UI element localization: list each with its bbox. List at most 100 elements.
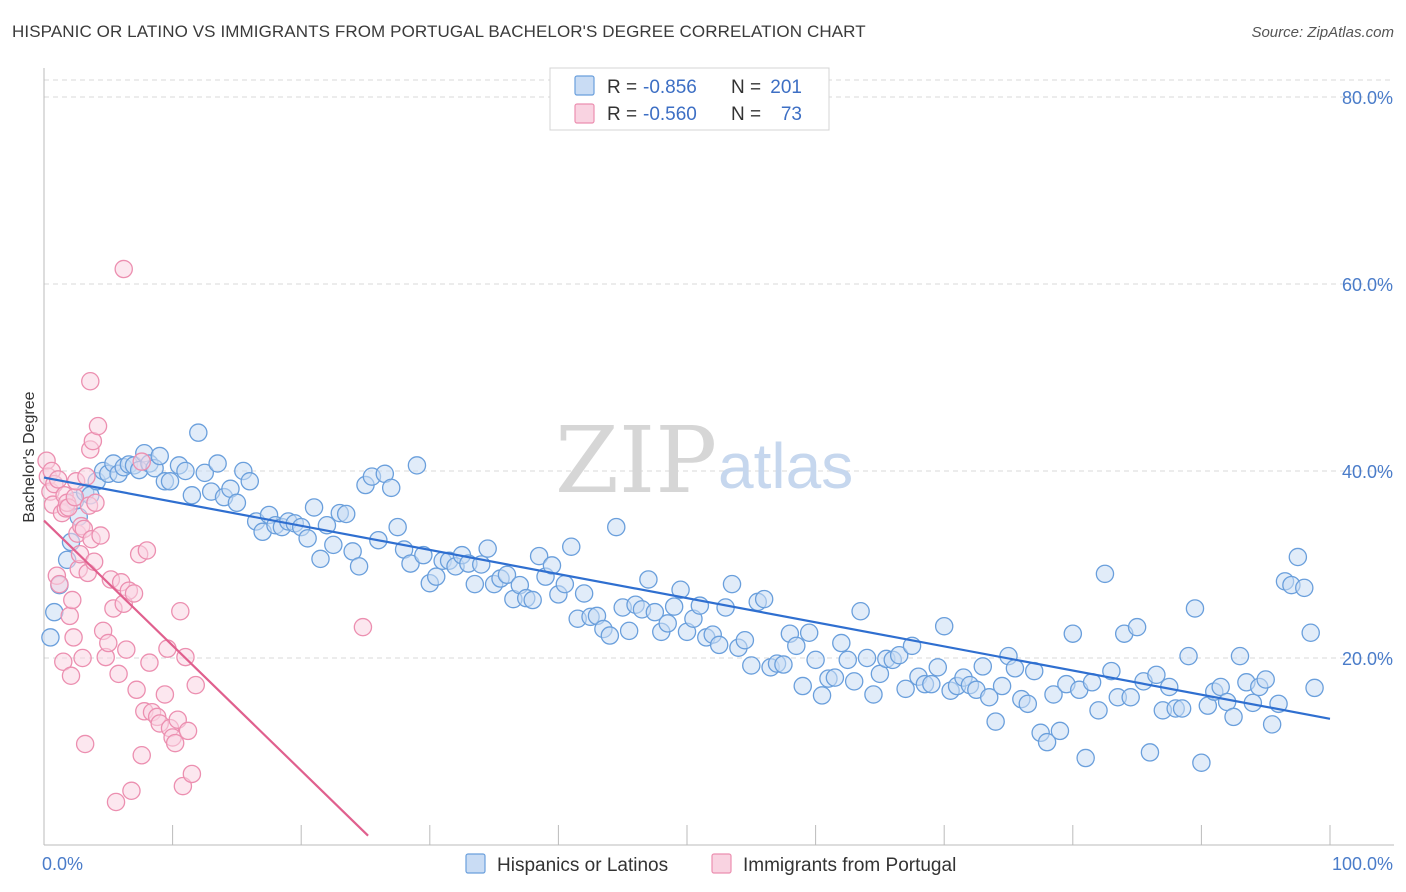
legend-n-label-blue: N = — [731, 77, 761, 98]
point-hispanic — [414, 545, 433, 565]
point-hispanic — [1147, 665, 1166, 685]
point-hispanic — [1230, 646, 1250, 666]
point-hispanic — [806, 650, 825, 670]
point-hispanic — [227, 493, 247, 513]
watermark-zip: ZIP — [555, 407, 717, 514]
point-portugal — [84, 552, 104, 571]
stats-legend-box — [549, 67, 830, 131]
point-hispanic — [195, 463, 214, 483]
point-hispanic — [787, 636, 806, 656]
point-hispanic — [1005, 659, 1025, 678]
point-portugal — [88, 416, 108, 436]
point-hispanic — [562, 537, 581, 556]
point-hispanic — [1140, 743, 1160, 762]
point-hispanic — [754, 589, 774, 609]
point-hispanic — [1295, 578, 1314, 598]
stats-legend: R = -0.856 N = 201 R = -0.560 N = 73 — [549, 67, 830, 131]
point-hispanic — [1179, 646, 1198, 666]
point-hispanic — [176, 461, 195, 481]
point-hispanic — [304, 498, 324, 517]
point-hispanic — [671, 580, 690, 599]
point-hispanic — [407, 456, 427, 475]
chart-title: HISPANIC OR LATINO VS IMMIGRANTS FROM PO… — [12, 22, 866, 41]
y-tick-label: 80.0% — [1342, 88, 1393, 108]
point-hispanic — [298, 529, 317, 548]
trend-line-hispanic — [43, 476, 1331, 720]
point-hispanic — [160, 472, 180, 491]
point-hispanic — [600, 626, 620, 645]
points-layer — [37, 259, 1324, 812]
point-portugal — [114, 259, 133, 279]
point-portugal — [86, 493, 105, 513]
point-hispanic — [41, 628, 60, 647]
point-portugal — [81, 371, 100, 391]
point-hispanic — [709, 635, 729, 655]
point-hispanic — [664, 597, 684, 616]
point-hispanic — [45, 602, 64, 622]
point-hispanic — [401, 554, 420, 573]
legend-n-value-blue: 201 — [770, 77, 802, 98]
point-hispanic — [478, 539, 497, 558]
point-portugal — [50, 574, 69, 594]
point-portugal — [117, 640, 136, 659]
series-legend-swatch-blue — [465, 853, 486, 874]
y-tick-labels: 20.0% 40.0% 60.0% 80.0% — [1342, 88, 1393, 669]
y-tick-label: 60.0% — [1342, 275, 1393, 295]
point-hispanic — [1037, 732, 1057, 752]
point-hispanic — [1044, 685, 1063, 704]
point-hispanic — [825, 668, 845, 687]
point-portugal — [178, 721, 198, 741]
series-legend-label-pink: Immigrants from Portugal — [743, 855, 956, 876]
point-hispanic — [349, 557, 369, 576]
point-portugal — [155, 685, 175, 704]
legend-r-label-pink: R = — [607, 104, 637, 125]
legend-r-label-blue: R = — [607, 77, 637, 98]
point-hispanic — [896, 679, 915, 699]
point-portugal — [140, 653, 159, 672]
point-hispanic — [542, 556, 562, 575]
chart-source: Source: ZipAtlas.com — [1251, 24, 1394, 41]
point-portugal — [137, 541, 157, 560]
legend-r-value-blue: -0.856 — [643, 77, 697, 98]
watermark: ZIP atlas — [555, 407, 853, 514]
point-hispanic — [523, 590, 542, 610]
point-hispanic — [857, 648, 877, 668]
trend-line-portugal — [43, 519, 369, 837]
point-hispanic — [1063, 624, 1083, 643]
point-hispanic — [639, 570, 658, 589]
point-hispanic — [986, 712, 1005, 731]
x-tick-label-min: 0.0% — [42, 854, 83, 874]
legend-swatch-pink — [574, 103, 595, 124]
point-hispanic — [555, 574, 575, 594]
point-hispanic — [1256, 670, 1275, 689]
point-hispanic — [838, 650, 858, 670]
point-portugal — [182, 764, 202, 784]
point-hispanic — [574, 584, 594, 603]
point-portugal — [77, 467, 96, 486]
point-hispanic — [928, 658, 948, 677]
legend-r-value-pink: -0.560 — [643, 104, 697, 125]
point-hispanic — [1102, 661, 1121, 681]
point-portugal — [54, 652, 73, 671]
point-hispanic — [774, 655, 793, 674]
point-hispanic — [324, 535, 343, 555]
point-hispanic — [311, 549, 330, 569]
point-portugal — [124, 584, 144, 603]
point-hispanic — [388, 517, 407, 537]
point-hispanic — [922, 674, 941, 694]
point-hispanic — [645, 602, 665, 622]
point-hispanic — [812, 686, 832, 705]
point-hispanic — [992, 676, 1012, 696]
point-portugal — [165, 733, 185, 753]
point-hispanic — [208, 454, 227, 473]
point-portugal — [91, 526, 110, 545]
y-tick-label: 40.0% — [1342, 462, 1393, 482]
point-portugal — [61, 666, 81, 686]
point-portugal — [132, 745, 151, 765]
point-hispanic — [150, 446, 169, 466]
point-portugal — [75, 734, 95, 754]
point-hispanic — [1224, 707, 1243, 727]
point-hispanic — [722, 574, 742, 594]
point-hispanic — [851, 602, 870, 621]
